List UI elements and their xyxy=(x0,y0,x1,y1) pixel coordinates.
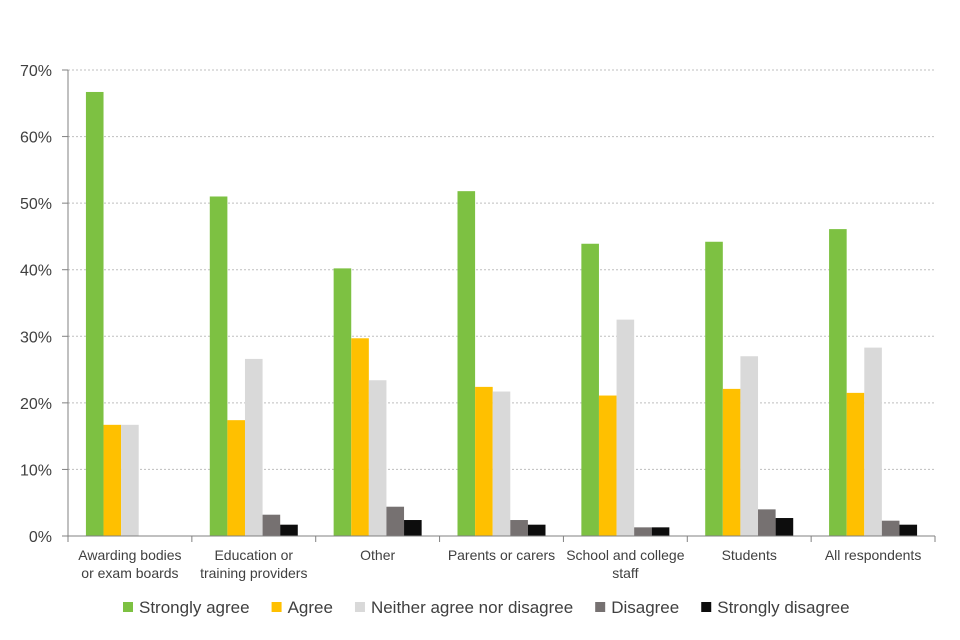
x-category-label: Awarding bodies xyxy=(78,547,181,563)
bar xyxy=(616,319,635,536)
x-category-label: Other xyxy=(360,547,395,563)
bar xyxy=(899,524,918,536)
bar xyxy=(368,380,387,536)
bar xyxy=(244,358,263,536)
bar xyxy=(634,527,652,536)
y-tick-label: 70% xyxy=(20,63,52,80)
y-tick-label: 60% xyxy=(20,130,52,147)
bar xyxy=(85,91,104,537)
x-category-label: or exam boards xyxy=(81,565,178,581)
bar xyxy=(881,520,900,536)
y-tick-label: 20% xyxy=(20,396,52,413)
x-category-label: Education or xyxy=(214,547,293,563)
legend-label: Disagree xyxy=(611,598,679,617)
y-tick-label: 10% xyxy=(20,462,52,479)
bar xyxy=(705,241,723,537)
x-category-label: All respondents xyxy=(825,547,922,563)
bar xyxy=(262,514,281,536)
bar xyxy=(846,392,865,536)
y-tick-label: 50% xyxy=(20,196,52,213)
legend-swatch xyxy=(595,602,606,612)
legend-label: Strongly agree xyxy=(139,598,250,617)
x-category-label: staff xyxy=(612,565,638,581)
y-tick-label: 30% xyxy=(20,329,52,346)
bar xyxy=(598,395,617,536)
legend-swatch xyxy=(701,602,712,612)
y-tick-label: 0% xyxy=(29,529,52,546)
y-tick-label: 40% xyxy=(20,263,52,280)
legend: Strongly agree Agree Neither agree nor dis… xyxy=(123,598,850,617)
bar xyxy=(740,356,759,536)
bar xyxy=(758,509,776,536)
bar xyxy=(103,424,122,536)
bar xyxy=(581,243,599,536)
x-category-label: School and college xyxy=(566,547,685,563)
legend-swatch xyxy=(271,602,282,612)
bar xyxy=(722,388,741,536)
bar xyxy=(510,520,528,536)
bar xyxy=(121,424,139,536)
bar xyxy=(829,229,847,536)
bar xyxy=(864,347,882,536)
legend-swatch xyxy=(354,602,365,612)
bar xyxy=(404,520,422,536)
bar xyxy=(351,338,369,536)
bars xyxy=(85,91,918,537)
legend-label: Neither agree nor disagree xyxy=(371,598,573,617)
bar xyxy=(227,420,245,536)
bar xyxy=(475,386,493,536)
bar xyxy=(775,518,794,536)
x-category-label: training providers xyxy=(200,565,307,581)
bar xyxy=(492,391,511,536)
bar xyxy=(209,196,228,536)
bar xyxy=(280,524,298,536)
bar xyxy=(386,506,405,536)
bar xyxy=(651,527,670,536)
x-category-label: Students xyxy=(722,547,777,563)
bar xyxy=(333,268,352,536)
bar xyxy=(457,191,476,536)
x-axis: Awarding bodies or exam boards Education o… xyxy=(67,535,936,581)
legend-label: Agree xyxy=(288,598,333,617)
y-axis: 0% 10% 20% 30% 40% 50% 60% 70% xyxy=(20,63,69,546)
bar xyxy=(527,524,546,536)
legend-label: Strongly disagree xyxy=(717,598,849,617)
legend-swatch xyxy=(123,602,133,612)
x-category-label: Parents or carers xyxy=(448,547,555,563)
